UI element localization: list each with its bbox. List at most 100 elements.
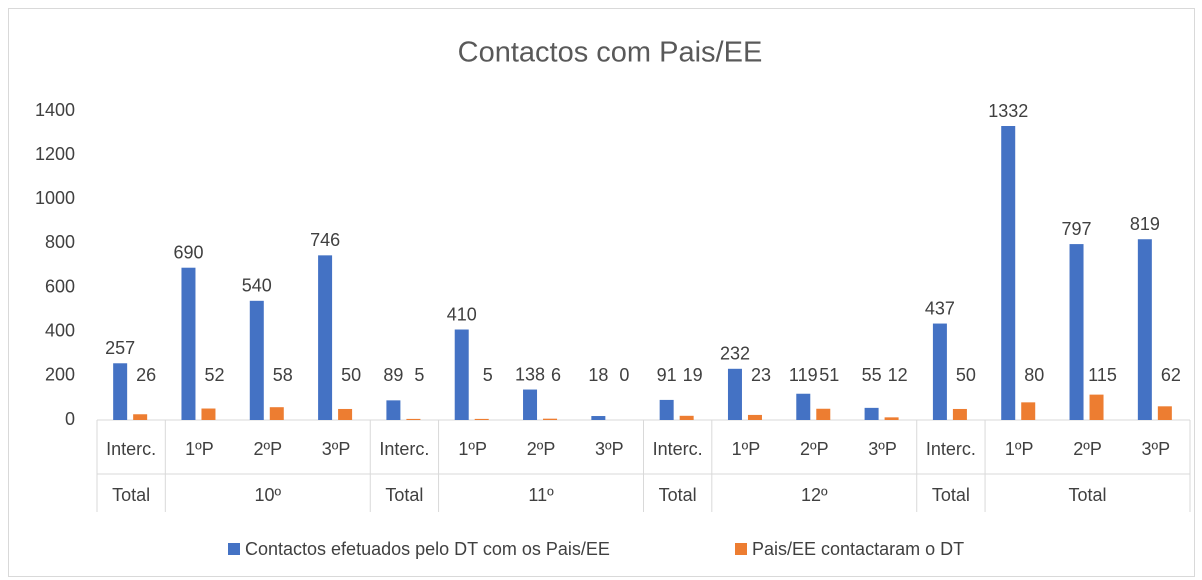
y-tick-label: 1000	[35, 188, 75, 208]
x-tick-label: 3ºP	[595, 439, 624, 459]
bar	[338, 408, 353, 420]
x-tick-label: 2ºP	[253, 439, 282, 459]
bar	[201, 408, 216, 420]
data-label: 115	[1088, 365, 1117, 385]
x-tick-label: 1ºP	[732, 439, 761, 459]
bar	[591, 416, 606, 420]
data-label: 26	[136, 365, 156, 385]
y-tick-label: 400	[45, 320, 75, 340]
bar	[864, 407, 879, 420]
bar	[659, 399, 674, 420]
bar	[454, 329, 469, 420]
data-label: 51	[819, 365, 839, 385]
x-tick-label: 1ºP	[185, 439, 214, 459]
data-label: 89	[383, 365, 403, 385]
x-tick-label: 1ºP	[458, 439, 487, 459]
bar	[1089, 394, 1104, 420]
bar	[269, 407, 284, 420]
group-label: Total	[112, 485, 150, 505]
x-tick-label: Interc.	[106, 439, 156, 459]
y-tick-label: 0	[65, 409, 75, 429]
data-label: 540	[242, 276, 272, 296]
bar	[523, 389, 538, 420]
data-label: 62	[1161, 365, 1181, 385]
data-label: 18	[588, 365, 608, 385]
group-label: Total	[1069, 485, 1107, 505]
legend-label: Pais/EE contactaram o DT	[752, 539, 964, 559]
x-tick-label: Interc.	[379, 439, 429, 459]
bar	[1021, 402, 1036, 420]
bar	[932, 323, 947, 420]
data-label: 797	[1062, 219, 1092, 239]
x-tick-label: 2ºP	[527, 439, 556, 459]
data-label: 58	[273, 365, 293, 385]
data-label: 1332	[988, 101, 1028, 121]
bar	[406, 418, 421, 420]
y-tick-label: 200	[45, 365, 75, 385]
bar	[679, 415, 694, 420]
data-label: 437	[925, 298, 955, 318]
bar	[747, 414, 762, 420]
chart-title: Contactos com Pais/EE	[458, 37, 763, 69]
group-label: 11º	[528, 485, 554, 505]
x-tick-label: 3ºP	[1142, 439, 1171, 459]
group-label: Total	[659, 485, 697, 505]
data-label: 119	[789, 365, 818, 385]
x-tick-label: 2ºP	[800, 439, 829, 459]
legend-swatch	[228, 543, 240, 555]
data-label: 55	[862, 365, 882, 385]
group-label: Total	[932, 485, 970, 505]
data-label: 50	[341, 365, 361, 385]
data-label: 52	[204, 365, 224, 385]
group-label: 12º	[801, 485, 828, 505]
bar	[952, 408, 967, 420]
data-label: 232	[720, 344, 750, 364]
bar	[727, 368, 742, 420]
y-tick-label: 1400	[35, 100, 75, 120]
data-label: 5	[483, 365, 493, 385]
legend-swatch	[735, 543, 747, 555]
data-label: 6	[551, 365, 561, 385]
x-tick-label: Interc.	[653, 439, 703, 459]
data-label: 410	[447, 304, 477, 324]
bar	[884, 417, 899, 420]
bar	[816, 408, 831, 420]
bar	[1137, 239, 1152, 420]
y-tick-label: 600	[45, 276, 75, 296]
x-tick-label: 3ºP	[868, 439, 897, 459]
bar	[133, 414, 148, 420]
bar	[249, 300, 264, 420]
bar	[474, 418, 489, 420]
x-tick-label: 1ºP	[1005, 439, 1034, 459]
data-label: 23	[751, 365, 771, 385]
bar	[318, 255, 333, 420]
bar	[113, 363, 128, 420]
data-label: 257	[105, 338, 135, 358]
data-label: 138	[515, 364, 545, 384]
y-tick-label: 800	[45, 232, 75, 252]
bar	[386, 400, 401, 420]
group-label: Total	[385, 485, 423, 505]
data-label: 19	[683, 365, 703, 385]
data-label: 0	[619, 365, 629, 385]
y-tick-label: 1200	[35, 144, 75, 164]
bar	[1157, 406, 1172, 420]
x-tick-label: Interc.	[926, 439, 976, 459]
data-label: 690	[173, 242, 203, 262]
data-label: 91	[657, 365, 677, 385]
x-tick-label: 2ºP	[1073, 439, 1102, 459]
bar	[181, 267, 196, 420]
bar	[543, 418, 558, 420]
bar	[796, 393, 811, 420]
data-label: 819	[1130, 214, 1160, 234]
group-label: 10º	[254, 485, 281, 505]
legend-label: Contactos efetuados pelo DT com os Pais/…	[245, 539, 610, 559]
data-label: 12	[888, 365, 908, 385]
data-label: 80	[1024, 365, 1044, 385]
bar	[1069, 244, 1084, 420]
bar	[1001, 126, 1016, 420]
x-tick-label: 3ºP	[322, 439, 351, 459]
data-label: 50	[956, 365, 976, 385]
data-label: 5	[414, 365, 424, 385]
chart-border	[8, 8, 1195, 577]
